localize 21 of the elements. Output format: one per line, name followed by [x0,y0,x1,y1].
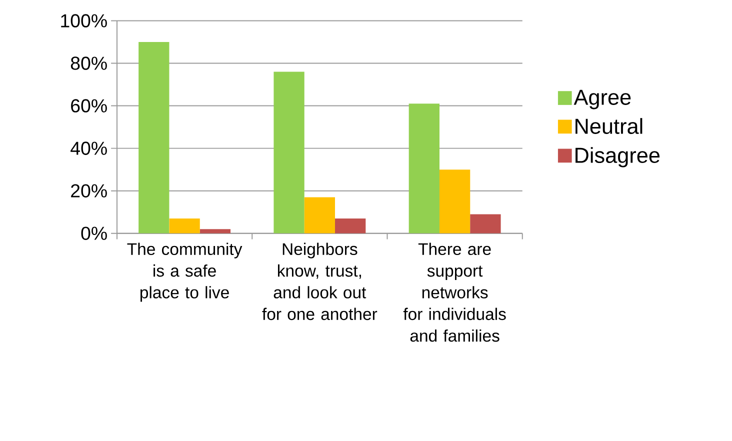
bar [138,42,170,234]
bar [439,170,470,234]
bar [200,229,231,234]
y-tick-label: 40% [70,142,107,155]
legend-label: Disagree [576,147,660,168]
y-tick-label: 60% [71,99,107,112]
bar [169,218,200,234]
bar [408,104,440,234]
bar [274,72,304,234]
bar [304,197,336,234]
y-tick-label: 20% [71,184,107,198]
y-tick-label: 80% [70,56,107,70]
x-tick-label: There are support networks for individuals and families [403,242,506,342]
bar [470,214,501,234]
y-tick-label: 100% [61,14,107,28]
bar [335,218,366,234]
legend-label: Neutral [576,118,642,134]
x-tick-label: Neighbors know, trust, and look out for one another [262,242,378,320]
y-tick-label: 0% [81,226,107,240]
x-tick-label: The community is a safe place to live [127,242,242,302]
legend-label: Agree [574,90,631,110]
